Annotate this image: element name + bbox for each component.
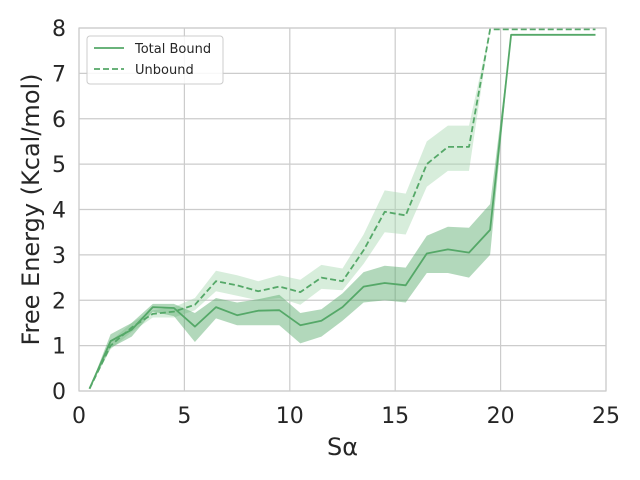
y-tick-label: 7 (52, 62, 66, 87)
x-axis-label: Sα (327, 433, 358, 461)
y-tick-label: 5 (52, 153, 66, 178)
series-lines (88, 28, 596, 390)
x-tick-label: 10 (276, 404, 304, 429)
y-tick-label: 3 (52, 244, 66, 269)
legend-label: Total Bound (134, 42, 211, 57)
y-tick-label: 4 (52, 199, 66, 224)
x-tick-label: 20 (487, 404, 515, 429)
x-tick-labels: 0 5 10 15 20 25 (72, 404, 620, 429)
series-line-total-bound (88, 33, 596, 390)
series-line-unbound (88, 28, 596, 390)
y-tick-label: 0 (52, 380, 66, 405)
x-tick-label: 5 (177, 404, 191, 429)
y-tick-label: 1 (52, 335, 66, 360)
y-tick-label: 8 (52, 17, 66, 42)
band-total-bound (89, 34, 596, 389)
legend-label: Unbound (135, 63, 194, 78)
y-axis-label: Free Energy (Kcal/mol) (17, 73, 45, 345)
y-tick-label: 2 (52, 289, 66, 314)
legend: Total Bound Unbound (86, 35, 224, 85)
y-tick-labels: 0 1 2 3 4 5 6 7 8 (52, 17, 66, 405)
x-tick-label: 25 (592, 404, 620, 429)
x-tick-label: 0 (72, 404, 86, 429)
plot-frame (78, 27, 607, 392)
confidence-bands (89, 29, 596, 389)
x-tick-label: 15 (381, 404, 409, 429)
y-tick-label: 6 (52, 108, 66, 133)
